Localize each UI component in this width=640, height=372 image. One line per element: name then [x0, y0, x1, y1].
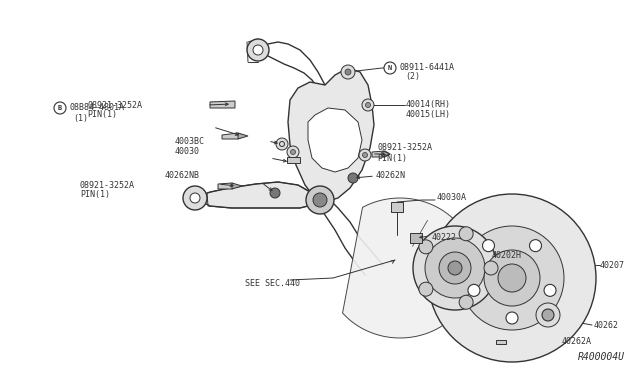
Text: R400004U: R400004U	[578, 352, 625, 362]
Polygon shape	[287, 157, 300, 163]
Polygon shape	[410, 233, 422, 243]
Text: 08921-3252A: 08921-3252A	[377, 144, 432, 153]
Polygon shape	[372, 151, 390, 157]
Circle shape	[341, 65, 355, 79]
Circle shape	[413, 226, 497, 310]
Circle shape	[529, 240, 541, 251]
Circle shape	[542, 309, 554, 321]
Circle shape	[306, 186, 334, 214]
Circle shape	[345, 69, 351, 75]
Circle shape	[253, 45, 263, 55]
Text: 4003BC: 4003BC	[175, 138, 205, 147]
Circle shape	[448, 261, 462, 275]
Polygon shape	[232, 183, 242, 189]
Circle shape	[459, 227, 473, 241]
Text: PIN(1): PIN(1)	[377, 154, 407, 163]
Circle shape	[468, 284, 480, 296]
Circle shape	[498, 264, 526, 292]
Circle shape	[419, 282, 433, 296]
Text: 40207: 40207	[600, 260, 625, 269]
Text: 40222: 40222	[432, 232, 457, 241]
Circle shape	[291, 150, 296, 154]
Circle shape	[359, 149, 371, 161]
Text: 40262: 40262	[594, 321, 619, 330]
Polygon shape	[391, 202, 403, 212]
Text: 40262N: 40262N	[376, 171, 406, 180]
Circle shape	[425, 238, 485, 298]
Text: 08B84-4801A: 08B84-4801A	[69, 103, 124, 112]
Polygon shape	[210, 101, 235, 108]
Polygon shape	[342, 198, 475, 338]
Polygon shape	[288, 68, 374, 202]
Circle shape	[190, 193, 200, 203]
Circle shape	[247, 39, 269, 61]
Circle shape	[362, 99, 374, 111]
Polygon shape	[238, 133, 248, 139]
Circle shape	[459, 295, 473, 309]
Polygon shape	[222, 133, 243, 139]
Circle shape	[428, 194, 596, 362]
Circle shape	[544, 284, 556, 296]
Circle shape	[484, 250, 540, 306]
Circle shape	[460, 226, 564, 330]
Polygon shape	[218, 183, 237, 189]
Text: (1): (1)	[73, 113, 88, 122]
Text: PIN(1): PIN(1)	[87, 109, 117, 119]
Text: 40030: 40030	[175, 148, 200, 157]
Text: SEE SEC.440: SEE SEC.440	[245, 279, 300, 288]
Polygon shape	[383, 151, 390, 157]
Text: 08921-3252A: 08921-3252A	[87, 100, 142, 109]
Circle shape	[484, 261, 498, 275]
Circle shape	[287, 146, 299, 158]
Circle shape	[183, 186, 207, 210]
Circle shape	[348, 173, 358, 183]
Circle shape	[483, 240, 495, 251]
Circle shape	[384, 62, 396, 74]
Circle shape	[313, 193, 327, 207]
Circle shape	[365, 103, 371, 108]
Circle shape	[439, 252, 471, 284]
Circle shape	[506, 312, 518, 324]
Text: 40030A: 40030A	[437, 192, 467, 202]
Text: B: B	[58, 105, 62, 111]
Text: 40015(LH): 40015(LH)	[406, 109, 451, 119]
Text: 40202H: 40202H	[492, 250, 522, 260]
Circle shape	[419, 240, 433, 254]
Text: 08911-6441A: 08911-6441A	[399, 64, 454, 73]
Circle shape	[536, 303, 560, 327]
Polygon shape	[207, 182, 312, 208]
Polygon shape	[308, 108, 362, 172]
Text: 40014(RH): 40014(RH)	[406, 100, 451, 109]
Text: N: N	[388, 65, 392, 71]
Circle shape	[270, 188, 280, 198]
Circle shape	[54, 102, 66, 114]
Text: PIN(1): PIN(1)	[80, 190, 110, 199]
Text: 40262NB: 40262NB	[165, 171, 200, 180]
Text: 08921-3252A: 08921-3252A	[80, 180, 135, 189]
Circle shape	[276, 138, 288, 150]
Circle shape	[362, 153, 367, 157]
Polygon shape	[496, 340, 506, 344]
Text: (2): (2)	[405, 73, 420, 81]
Text: 40262A: 40262A	[562, 337, 592, 346]
